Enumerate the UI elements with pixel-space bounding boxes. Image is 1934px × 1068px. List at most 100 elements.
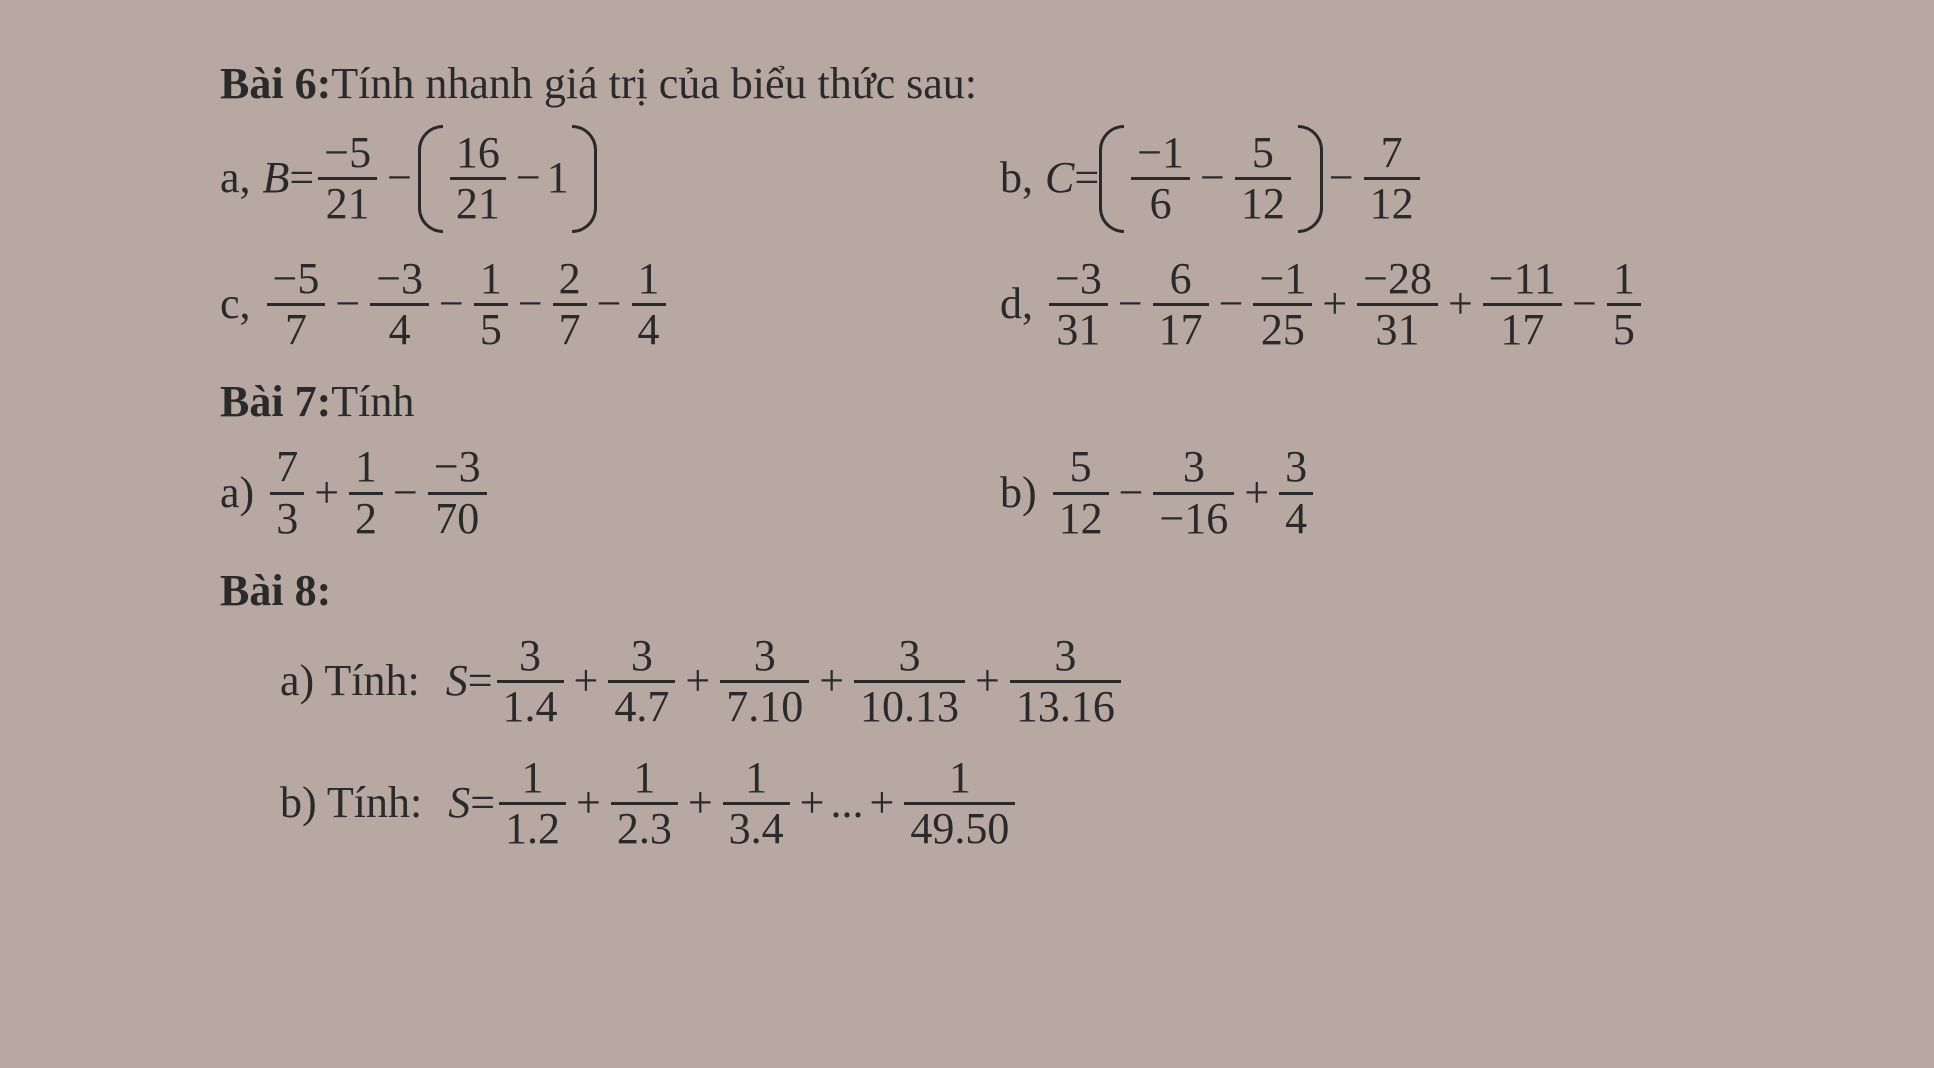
bai6-a-pf: 16 21	[450, 129, 506, 229]
bai6-a-expr: B = −5 21 − 16 21 −	[263, 125, 597, 233]
f: 73	[270, 443, 304, 543]
n: 1	[632, 255, 666, 303]
d: 5	[474, 306, 508, 354]
d: 12	[1053, 495, 1109, 543]
bai6-b-pf1: −1 6	[1131, 129, 1190, 229]
bai7-title: Bài 7: Tính	[220, 376, 1754, 429]
d: −16	[1153, 495, 1234, 543]
n: 3	[1279, 443, 1313, 491]
bai6-b: b, C = −1 6 − 5	[1000, 125, 1754, 233]
op: +	[1448, 278, 1473, 331]
n: 3	[625, 632, 659, 680]
op: −	[393, 467, 418, 520]
frac-num: 7	[1375, 129, 1409, 177]
page: Bài 6: Tính nhanh giá trị của biểu thức …	[0, 0, 1934, 1068]
paren-left	[1099, 125, 1121, 233]
f: 15	[1607, 255, 1641, 355]
d: 7	[279, 306, 313, 354]
d: 7.10	[720, 683, 809, 731]
bai6-b-C: C	[1045, 152, 1074, 205]
n: 7	[270, 443, 304, 491]
n: −3	[1049, 255, 1108, 303]
bai8-a: a) Tính: S = 31.4 + 34.7 + 37.10 + 310.1…	[280, 632, 1754, 732]
f: −125	[1253, 255, 1312, 355]
bai8-b: b) Tính: S = 11.2 + 12.3 + 13.4 + ... + …	[280, 754, 1754, 854]
d: 31	[1370, 306, 1426, 354]
minus-op: −	[1200, 152, 1225, 205]
f: 310.13	[854, 632, 965, 732]
bai6-c-expr: −57 − −34 − 15 − 27 − 14	[263, 255, 670, 355]
n: 1	[474, 255, 508, 303]
minus-op: −	[1329, 152, 1354, 205]
bai6-d-expr: −331 − 617 − −125 + −2831 + −1117 − 15	[1045, 255, 1645, 355]
paren-right	[575, 125, 597, 233]
d: 1.4	[497, 683, 564, 731]
bai7-b-expr: 512 − 3−16 + 34	[1049, 443, 1317, 543]
bai6-b-expr: C = −1 6 − 5 12	[1045, 125, 1424, 233]
d: 25	[1255, 306, 1311, 354]
d: 4	[1279, 495, 1313, 543]
bai6-b-pf2: 5 12	[1235, 129, 1291, 229]
d: 5	[1607, 306, 1641, 354]
frac-den: 12	[1364, 180, 1420, 228]
d: 2	[349, 495, 383, 543]
f: 31.4	[497, 632, 564, 732]
n: 3	[893, 632, 927, 680]
f: 149.50	[904, 754, 1015, 854]
f: 37.10	[720, 632, 809, 732]
n: 2	[553, 255, 587, 303]
bai7-a: a) 73 + 12 − −370	[220, 443, 1000, 543]
frac-den: 21	[450, 180, 506, 228]
op: +	[870, 777, 895, 830]
paren-content: 16 21 − 1	[440, 125, 575, 233]
n: 1	[739, 754, 773, 802]
bai8-b-expr: S = 11.2 + 12.3 + 13.4 + ... + 149.50	[448, 754, 1019, 854]
f: −2831	[1357, 255, 1438, 355]
bai8-a-label: a) Tính:	[280, 655, 420, 708]
n: −5	[267, 255, 326, 303]
d: 4.7	[608, 683, 675, 731]
f: 13.4	[723, 754, 790, 854]
d: 4	[632, 306, 666, 354]
f: 15	[474, 255, 508, 355]
bai7-title-rest: Tính	[331, 376, 414, 429]
n: −3	[370, 255, 429, 303]
n: 1	[943, 754, 977, 802]
f: −1117	[1483, 255, 1562, 355]
bai6-d-label: d,	[1000, 278, 1033, 331]
op: −	[518, 278, 543, 331]
d: 7	[553, 306, 587, 354]
f: 34	[1279, 443, 1313, 543]
n: 5	[1064, 443, 1098, 491]
op: +	[1244, 467, 1269, 520]
op: +	[975, 655, 1000, 708]
bai6-title-rest: Tính nhanh giá trị của biểu thức sau:	[331, 58, 977, 111]
f: 3−16	[1153, 443, 1234, 543]
f: 14	[632, 255, 666, 355]
n: 3	[1048, 632, 1082, 680]
eq: =	[470, 777, 495, 830]
bai8-title-text: Bài 8:	[220, 565, 331, 618]
bai6-row2: c, −57 − −34 − 15 − 27 − 14 d, −331 − 61…	[220, 255, 1754, 355]
n: −3	[428, 443, 487, 491]
bai6-a: a, B = −5 21 − 16 21	[220, 125, 1000, 233]
bai7-title-prefix: Bài 7:	[220, 376, 331, 429]
op: −	[597, 278, 622, 331]
bai6-b-paren: −1 6 − 5 12	[1099, 125, 1323, 233]
paren-content: −1 6 − 5 12	[1121, 125, 1301, 233]
f: 27	[553, 255, 587, 355]
n: −11	[1483, 255, 1562, 303]
f: 12	[349, 443, 383, 543]
bai6-d: d, −331 − 617 − −125 + −2831 + −1117 − 1…	[1000, 255, 1754, 355]
bai6-a-B: B	[263, 152, 290, 205]
op: −	[1572, 278, 1597, 331]
frac-num: 16	[450, 129, 506, 177]
d: 3	[270, 495, 304, 543]
f: −34	[370, 255, 429, 355]
lhs: S	[448, 777, 470, 830]
bai7-a-expr: 73 + 12 − −370	[266, 443, 490, 543]
f: −331	[1049, 255, 1108, 355]
op: −	[1119, 467, 1144, 520]
f: 12.3	[611, 754, 678, 854]
op: −	[1219, 278, 1244, 331]
